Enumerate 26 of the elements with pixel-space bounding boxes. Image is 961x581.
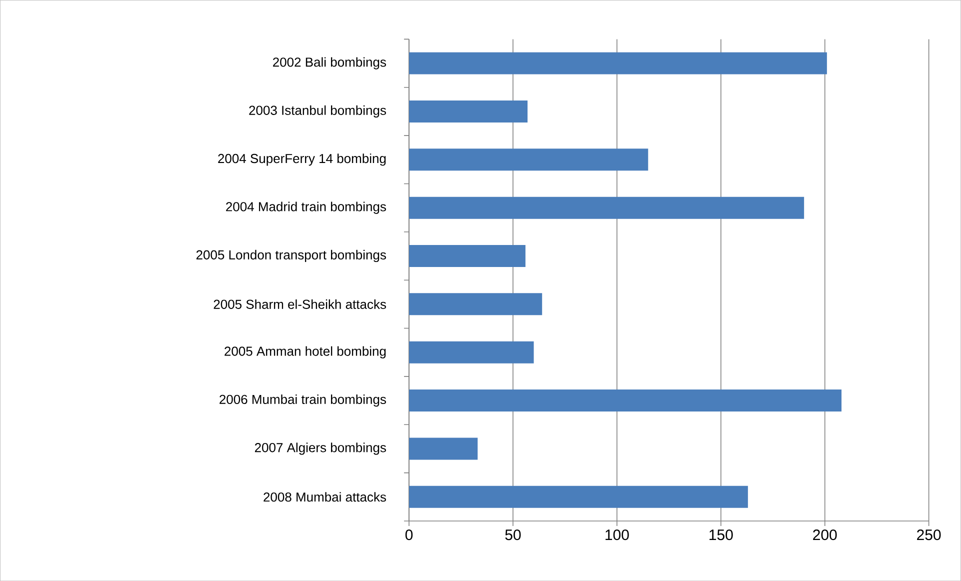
- y-tick-label: 2006 Mumbai train bombings: [220, 394, 386, 407]
- bar: [409, 196, 804, 219]
- x-tick-label: 200: [813, 529, 837, 540]
- x-tick-label: 50: [505, 529, 521, 540]
- y-tick-label: 2003 Istanbul bombings: [249, 105, 386, 118]
- y-tick-label: 2004 Madrid train bombings: [226, 202, 386, 214]
- bar: [409, 100, 528, 122]
- bar: [409, 438, 478, 460]
- bar: [409, 293, 542, 316]
- bar: [409, 389, 842, 412]
- y-tick-label: 2008 Mumbai attacks: [264, 492, 386, 502]
- y-tick-label: 2002 Bali bombings: [273, 57, 386, 70]
- y-tick-label: 2005 Amman hotel bombing: [224, 346, 386, 358]
- bar: [409, 244, 526, 267]
- y-tick-label: 2005 Sharm el-Sheikh attacks: [214, 299, 386, 309]
- x-tick-label: 0: [405, 529, 413, 540]
- bar: [409, 341, 534, 364]
- x-tick-label: 150: [710, 529, 733, 540]
- bar: [409, 148, 648, 171]
- y-tick-label: 2005 London transport bombings: [196, 250, 386, 262]
- bar: [409, 486, 748, 508]
- x-tick-label: 250: [917, 529, 941, 540]
- y-tick-label: 2007 Algiers bombings: [254, 442, 386, 455]
- bar: [409, 52, 827, 74]
- x-tick-label: 100: [606, 529, 629, 540]
- y-tick-label: 2004 SuperFerry 14 bombing: [218, 154, 386, 166]
